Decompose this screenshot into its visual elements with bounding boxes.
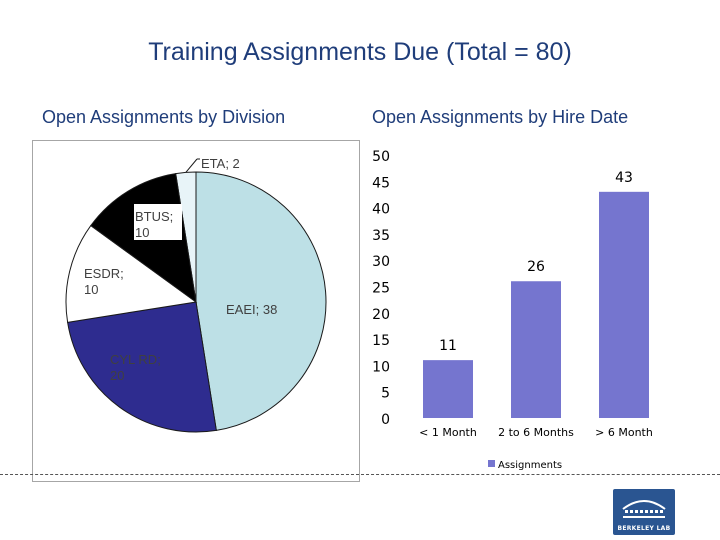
pie-label-eta: ETA; 2 (201, 156, 240, 171)
logo-text: BERKELEY LAB (617, 525, 671, 532)
y-tick-label: 5 (381, 386, 390, 402)
bar-chart-title: Open Assignments by Hire Date (372, 107, 629, 127)
pie-label-btus: BTUS; 10 (135, 209, 173, 240)
footer-divider (0, 474, 720, 475)
bar-data-label: 26 (527, 259, 545, 275)
pie-label-cyl-rd: CYL RD; 20 (110, 352, 161, 383)
bar-data-label: 11 (439, 338, 457, 354)
pie-slice-eaei (195, 171, 327, 431)
bar-data-label: 43 (615, 170, 633, 186)
y-tick-label: 45 (372, 175, 390, 191)
x-tick-label: 2 to 6 Months (498, 426, 574, 439)
legend-label: Assignments (498, 460, 562, 471)
pie-label-esdr: ESDR; 10 (84, 266, 124, 297)
pie-slice-esdr (65, 224, 198, 323)
y-tick-label: 20 (372, 307, 390, 323)
bar-chart: 0 5 10 15 20 25 30 35 40 45 50 11 < 1 Month 26 2 to 6 … (372, 149, 653, 471)
x-tick-label: > 6 Month (595, 426, 653, 439)
bar-1-month (423, 360, 473, 418)
y-tick-label: 35 (372, 228, 390, 244)
pie-chart-title: Open Assignments by Division (42, 107, 286, 127)
y-tick-label: 30 (372, 254, 390, 270)
legend-swatch (488, 460, 495, 467)
berkeley-lab-logo: BERKELEY LAB (613, 489, 675, 535)
y-tick-label: 10 (372, 359, 390, 375)
y-tick-label: 40 (372, 202, 390, 218)
building-icon (622, 500, 666, 518)
pie-chart-frame (32, 140, 360, 482)
y-tick-label: 0 (381, 412, 390, 428)
pie-leader-line (185, 158, 198, 173)
y-tick-label: 50 (372, 149, 390, 165)
page-title: Training Assignments Due (Total = 80) (148, 38, 572, 66)
x-tick-label: < 1 Month (419, 426, 477, 439)
y-tick-label: 25 (372, 281, 390, 297)
pie-label-box (134, 204, 182, 240)
bar-6-month (599, 191, 649, 418)
pie-label-eaei: EAEI; 38 (226, 302, 277, 317)
pie-slice-cyl-rd (67, 301, 217, 433)
y-tick-label: 15 (372, 333, 390, 349)
bar-2-to-6-months (511, 281, 561, 418)
pie-chart: ETA; 2 EAEI; 38 CYL RD; 20 ESDR; 10 BTUS; 10 (65, 156, 327, 433)
